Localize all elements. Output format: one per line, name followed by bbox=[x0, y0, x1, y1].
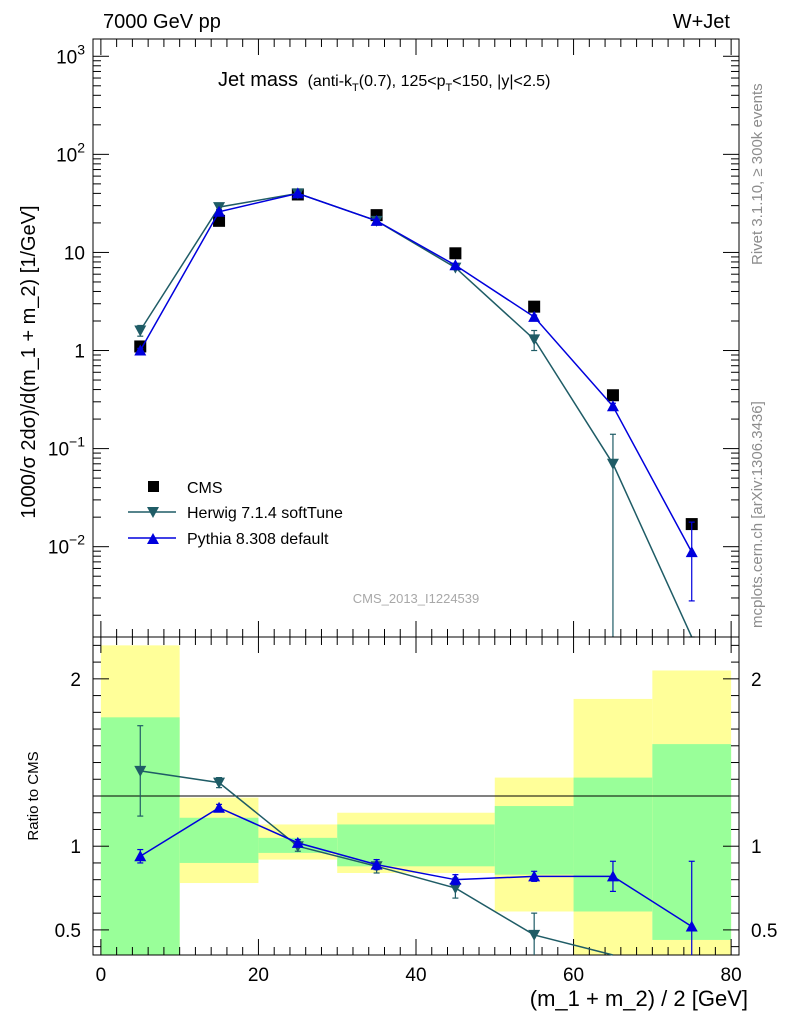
main-point-pythia bbox=[370, 214, 383, 226]
main-y-tick-label: 10−1 bbox=[48, 434, 85, 461]
uncertainty-band-green bbox=[494, 806, 574, 875]
main-line-pythia bbox=[139, 192, 693, 553]
mcplots-label: mcplots.cern.ch [arXiv:1306.3436] bbox=[749, 401, 766, 628]
main-point-pythia bbox=[528, 310, 541, 322]
y-axis-label-ratio: Ratio to CMS bbox=[25, 751, 42, 840]
title-sub: (anti-kT(0.7), 125<pT<150, |y|<2.5) bbox=[308, 73, 551, 94]
ratio-point-herwig bbox=[449, 883, 462, 895]
main-point-herwig bbox=[606, 458, 619, 470]
uncertainty-band-green bbox=[337, 824, 495, 867]
ratio-point-pythia bbox=[370, 858, 383, 870]
ratio-point-pythia bbox=[528, 870, 541, 882]
ratio-point-pythia bbox=[134, 850, 147, 862]
ratio-series bbox=[134, 725, 698, 956]
x-axis-label: (m_1 + m_2) / 2 [GeV] bbox=[530, 986, 748, 1011]
y-axis-label-main: 1000/σ 2dσ)/d(m_1 + m_2) [1/GeV] bbox=[18, 205, 40, 518]
ratio-y-tick-label: 0.5 bbox=[55, 921, 81, 942]
ratio-point-herwig bbox=[134, 765, 147, 777]
main-line-herwig bbox=[139, 192, 693, 638]
ratio-x-ticks: 0 20 40 60 80 bbox=[96, 637, 742, 986]
header-right: W+Jet bbox=[673, 11, 731, 33]
uncertainty-band-green bbox=[179, 817, 259, 863]
legend: CMS Herwig 7.1.4 softTune Pythia 8.308 d… bbox=[128, 480, 343, 548]
main-point-cms bbox=[606, 389, 619, 402]
ratio-x-tick-label: 20 bbox=[248, 965, 269, 986]
ratio-y-tick-label: 1 bbox=[70, 837, 81, 858]
main-point-herwig bbox=[134, 325, 147, 337]
legend-label-cms: CMS bbox=[187, 480, 223, 497]
ratio-y-tick-label-right: 0.5 bbox=[751, 921, 777, 942]
main-y-tick-label: 10 bbox=[64, 243, 85, 264]
main-y-tick-label: 103 bbox=[56, 41, 85, 68]
ratio-y-tick-label-right: 2 bbox=[751, 670, 762, 691]
main-point-pythia bbox=[685, 546, 698, 558]
ratio-y-tick-label: 2 bbox=[70, 670, 81, 691]
ratio-point-herwig bbox=[213, 777, 226, 789]
main-point-cms bbox=[449, 247, 462, 260]
ratio-point-pythia bbox=[291, 836, 304, 848]
legend-marker-herwig bbox=[147, 507, 159, 518]
header-left: 7000 GeV pp bbox=[103, 11, 221, 33]
ratio-point-pythia bbox=[685, 920, 698, 932]
main-point-pythia bbox=[291, 187, 304, 199]
ratio-y-ticks: 0.5 0.5 1 1 2 2 bbox=[55, 644, 777, 948]
ratio-point-pythia bbox=[449, 873, 462, 885]
main-series bbox=[134, 187, 698, 638]
main-x-ticks bbox=[100, 39, 732, 637]
main-point-herwig bbox=[528, 334, 541, 346]
main-point-pythia bbox=[606, 400, 619, 412]
ratio-point-herwig bbox=[528, 929, 541, 941]
legend-marker-cms bbox=[148, 481, 159, 492]
main-point-pythia bbox=[449, 259, 462, 271]
chart-title: Jet mass (anti-kT(0.7), 125<pT<150, |y|<… bbox=[218, 69, 550, 94]
main-y-tick-label: 10−2 bbox=[48, 532, 85, 559]
ratio-x-tick-label: 80 bbox=[721, 965, 742, 986]
legend-marker-pythia bbox=[147, 533, 159, 544]
ratio-panel: 0.5 0.5 1 1 2 2 0 20 40 60 80 bbox=[55, 636, 777, 986]
main-y-tick-label: 102 bbox=[56, 139, 85, 166]
main-point-pythia bbox=[213, 205, 226, 217]
main-point-cms bbox=[528, 300, 541, 313]
main-point-pythia bbox=[134, 344, 147, 356]
analysis-watermark: CMS_2013_I1224539 bbox=[353, 591, 480, 606]
title-main: Jet mass bbox=[218, 69, 298, 91]
ratio-x-tick-label: 0 bbox=[96, 965, 107, 986]
main-y-tick-label: 1 bbox=[74, 342, 85, 363]
ratio-x-tick-label: 60 bbox=[563, 965, 584, 986]
ratio-x-tick-label: 40 bbox=[405, 965, 426, 986]
ratio-bands bbox=[100, 645, 732, 955]
ratio-point-pythia bbox=[213, 801, 226, 813]
rivet-label: Rivet 3.1.10, ≥ 300k events bbox=[749, 83, 766, 265]
ratio-y-tick-label-right: 1 bbox=[751, 837, 762, 858]
ratio-line-pythia bbox=[139, 806, 693, 928]
legend-label-herwig: Herwig 7.1.4 softTune bbox=[187, 505, 343, 522]
legend-label-pythia: Pythia 8.308 default bbox=[187, 531, 329, 548]
ratio-point-pythia bbox=[606, 870, 619, 882]
